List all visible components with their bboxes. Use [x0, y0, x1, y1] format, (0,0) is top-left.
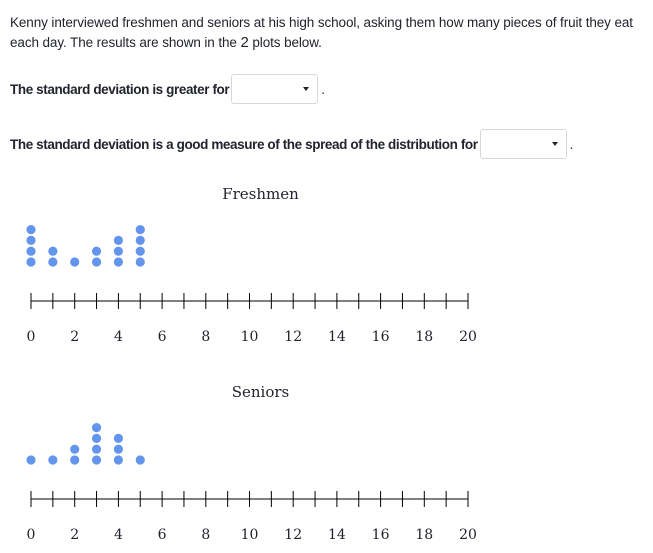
data-dot	[48, 455, 58, 465]
tick-label: 18	[415, 329, 433, 345]
tick-label: 0	[27, 527, 36, 543]
question-1-prompt: The standard deviation is greater for	[10, 81, 230, 97]
data-dot	[91, 455, 102, 465]
data-dot	[26, 455, 36, 465]
caret-down-icon	[551, 142, 558, 146]
plot-title: Freshmen	[222, 185, 299, 203]
data-dot	[113, 257, 123, 267]
data-dot	[113, 433, 123, 443]
question-1: The standard deviation is greater for .	[10, 74, 325, 104]
tick-label: 12	[284, 527, 302, 543]
data-dot	[91, 257, 102, 267]
data-dot	[135, 257, 145, 267]
tick-label: 14	[328, 329, 346, 345]
question-2-period: .	[569, 136, 574, 152]
tick-label: 4	[114, 329, 123, 345]
tick-label: 8	[201, 329, 210, 345]
question-2-dropdown[interactable]	[479, 129, 567, 159]
tick-label: 10	[241, 329, 259, 345]
data-dot	[70, 257, 80, 267]
data-dot	[91, 433, 102, 443]
problem-statement: Kenny interviewed freshmen and seniors a…	[10, 13, 650, 53]
tick-label: 6	[158, 527, 167, 543]
data-dot	[91, 246, 102, 256]
question-2: The standard deviation is a good measure…	[10, 129, 573, 159]
data-dot	[26, 246, 36, 256]
data-dot	[91, 444, 102, 454]
data-dot	[135, 225, 145, 235]
data-dot	[113, 246, 123, 256]
tick-label: 4	[114, 527, 123, 543]
data-dot	[48, 246, 58, 256]
tick-label: 14	[328, 527, 346, 543]
tick-label: 2	[70, 527, 79, 543]
question-2-prompt: The standard deviation is a good measure…	[10, 136, 478, 152]
tick-label: 8	[201, 527, 210, 543]
data-dot	[91, 423, 102, 433]
question-1-dropdown[interactable]	[231, 74, 319, 104]
tick-label: 16	[372, 329, 390, 345]
data-dot	[135, 246, 145, 256]
data-dot	[113, 235, 123, 245]
tick-label: 18	[415, 527, 433, 543]
tick-label: 0	[27, 329, 36, 345]
data-dot	[135, 455, 145, 465]
data-dot	[48, 257, 58, 267]
question-1-period: .	[321, 81, 325, 97]
data-dot	[135, 235, 145, 245]
data-dot	[26, 257, 36, 267]
caret-down-icon	[303, 87, 310, 91]
data-dot	[26, 235, 36, 245]
data-dot	[70, 455, 80, 465]
tick-label: 10	[241, 527, 259, 543]
data-dot	[113, 455, 123, 465]
tick-label: 2	[70, 329, 79, 345]
dot-plot-freshmen: Freshmen 0 2 4 6 8 10 12 14 16 18 20	[26, 185, 477, 345]
tick-label: 12	[284, 329, 302, 345]
tick-label: 20	[459, 527, 477, 543]
data-dot	[26, 225, 36, 235]
tick-label: 20	[459, 329, 477, 345]
plot-count: 2	[240, 34, 249, 51]
intro-text-after: plots below.	[248, 35, 322, 50]
dot-plot-seniors: Seniors 0 2 4 6 8 10 12 14 16 18 20	[26, 383, 477, 543]
intro-text-before: Kenny interviewed freshmen and seniors a…	[10, 15, 633, 50]
data-dot	[113, 444, 123, 454]
tick-label: 16	[372, 527, 390, 543]
tick-label: 6	[158, 329, 167, 345]
data-dot	[70, 444, 80, 454]
plot-title: Seniors	[232, 383, 290, 401]
